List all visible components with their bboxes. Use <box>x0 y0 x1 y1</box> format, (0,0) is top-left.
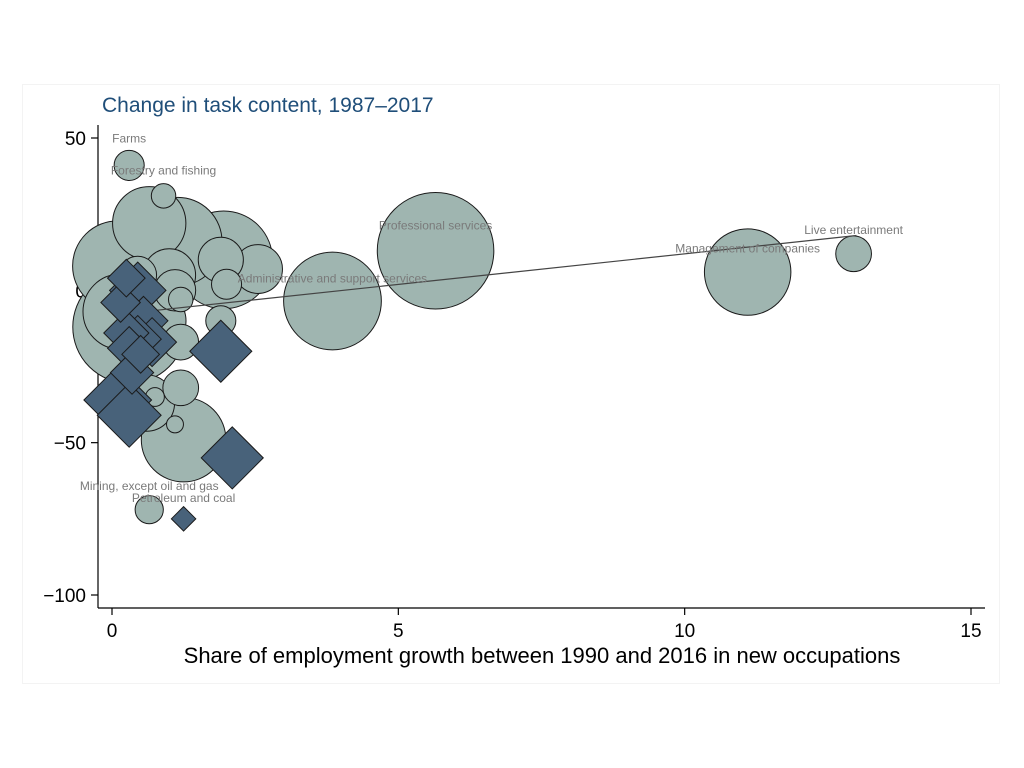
point-label: Forestry and fishing <box>111 164 216 178</box>
point-label: Farms <box>112 132 146 146</box>
y-tick-label: 50 <box>65 129 86 150</box>
point-label: Professional services <box>379 218 492 232</box>
point-label: Administrative and support services <box>238 272 427 286</box>
circle-marker <box>150 183 177 209</box>
point-label: Management of companies <box>675 241 820 255</box>
circle-marker <box>703 228 792 316</box>
x-tick-label: 5 <box>393 621 404 642</box>
circle-marker <box>210 268 243 300</box>
diamond-marker <box>96 382 162 448</box>
x-tick-label: 0 <box>107 621 118 642</box>
circle-marker <box>134 495 164 525</box>
fit-line <box>129 234 857 314</box>
fit-line-group <box>129 234 857 314</box>
x-axis-label: Share of employment growth between 1990 … <box>184 643 901 668</box>
point-label: Mining, except oil and gas <box>80 479 219 493</box>
chart-frame <box>22 84 1000 684</box>
y-tick-label: −50 <box>54 434 86 455</box>
chart-title: Change in task content, 1987–2017 <box>102 94 434 117</box>
circle-marker <box>168 286 194 313</box>
circle-markers <box>72 149 872 525</box>
circle-marker <box>376 191 495 310</box>
diamond-marker <box>100 282 142 323</box>
annotations: Farms Forestry and fishing Professional se… <box>80 132 904 506</box>
y-tick-label: −100 <box>43 586 86 607</box>
circle-marker <box>166 415 184 434</box>
point-label: Petroleum and coal <box>132 491 235 505</box>
diamond-marker <box>189 319 253 383</box>
diamond-marker <box>200 426 264 490</box>
diamond-marker <box>170 505 197 532</box>
x-tick-label: 15 <box>960 621 981 642</box>
diamond-markers <box>83 258 264 532</box>
circle-marker <box>283 251 382 351</box>
diamond-marker <box>121 334 161 374</box>
diamond-marker <box>106 258 146 298</box>
circle-marker <box>113 149 145 181</box>
circle-marker <box>835 235 872 273</box>
point-label: Live entertainment <box>804 223 903 237</box>
x-tick-label: 10 <box>674 621 695 642</box>
circle-marker <box>162 369 200 407</box>
